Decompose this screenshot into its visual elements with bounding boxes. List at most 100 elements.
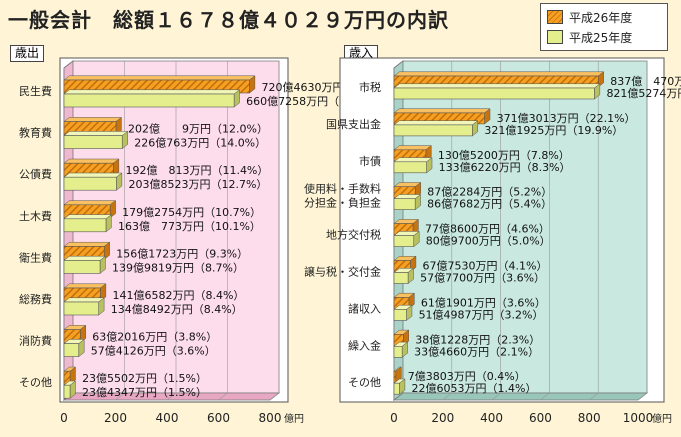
data-label-revenue-1-2: 133億6220万円（8.3%） — [439, 161, 571, 174]
data-label-expenditure-1-6: 57億4126万円（3.6%） — [91, 345, 216, 358]
category-label-line: 国県支出金 — [326, 117, 381, 131]
data-label-revenue-0-7: 38億1228万円（2.3%） — [415, 333, 540, 346]
category-label-line: 分担金・負担金 — [304, 196, 381, 210]
x-tick-label-revenue-0: 0 — [390, 411, 398, 425]
gridline-floor-revenue-5 — [637, 392, 648, 401]
bar-top-expenditure-0-4 — [63, 241, 111, 247]
x-tick-label-revenue-2: 400 — [480, 411, 503, 425]
data-label-expenditure-0-3: 179億2754万円（10.7%） — [122, 206, 261, 219]
category-label-expenditure-2: 公債費 — [19, 167, 52, 181]
bar-top-revenue-0-0 — [393, 71, 605, 77]
x-tick-label-expenditure-4: 800 — [259, 411, 282, 425]
category-label-line: 公債費 — [19, 167, 52, 181]
gridline-floor-revenue-1 — [442, 392, 452, 401]
category-label-expenditure-5: 総務費 — [19, 292, 52, 306]
bar-top-expenditure-1-4 — [63, 255, 107, 261]
category-label-line: 総務費 — [19, 292, 52, 306]
bar-revenue-1-3 — [393, 198, 416, 210]
category-label-revenue-8: その他 — [348, 376, 381, 389]
data-label-revenue-0-2: 130億5200万円（7.8%） — [438, 149, 570, 162]
data-label-revenue-1-1: 321億1925万円（19.9%） — [484, 124, 623, 137]
bar-expenditure-1-7 — [63, 384, 71, 399]
bar-revenue-1-7 — [393, 345, 403, 358]
data-label-expenditure-0-6: 63億2016万円（3.8%） — [92, 331, 217, 344]
gridline-floor-expenditure-3 — [218, 392, 228, 401]
legend-label-h25: 平成25年度 — [569, 30, 633, 45]
category-label-revenue-1: 国県支出金 — [326, 117, 381, 131]
gridline-floor-revenue-4 — [589, 392, 599, 401]
bar-top-revenue-1-2 — [393, 157, 433, 163]
category-label-line: 土木費 — [19, 209, 52, 223]
data-label-revenue-0-1: 371億3013万円（22.1%） — [497, 112, 636, 125]
data-label-expenditure-1-2: 203億8523万円（12.7%） — [128, 178, 267, 191]
bar-top-expenditure-1-2 — [63, 172, 123, 178]
bar-revenue-1-0 — [393, 87, 595, 100]
bar-expenditure-1-2 — [63, 176, 117, 191]
bar-expenditure-1-4 — [63, 260, 101, 274]
category-label-revenue-6: 諸収入 — [348, 301, 381, 315]
category-label-revenue-3: 使用料・手数料分担金・負担金 — [304, 182, 381, 210]
x-tick-label-expenditure-3: 600 — [207, 411, 230, 425]
bar-top-revenue-1-1 — [393, 120, 479, 126]
x-unit-label-revenue: 億円 — [652, 412, 672, 425]
data-label-expenditure-0-1: 202億 9万円（12.0%） — [128, 123, 268, 136]
data-label-expenditure-0-2: 192億 813万円（11.4%） — [125, 164, 268, 177]
bar-top-revenue-1-0 — [393, 83, 601, 89]
category-label-line: 地方交付税 — [326, 228, 381, 242]
x-unit-label-expenditure: 億円 — [284, 412, 304, 425]
data-label-revenue-0-8: 7億3803万円（0.4%） — [408, 370, 526, 383]
bar-expenditure-1-6 — [63, 343, 80, 357]
bar-revenue-1-1 — [393, 124, 473, 137]
x-tick-label-revenue-5: 1000 — [623, 411, 654, 425]
x-tick-label-expenditure-0: 0 — [60, 411, 68, 425]
bar-revenue-1-2 — [393, 161, 427, 174]
legend-swatch-h25 — [547, 30, 563, 44]
data-label-revenue-0-4: 77億8600万円（4.6%） — [425, 223, 550, 236]
bar-top-expenditure-0-5 — [63, 283, 107, 289]
data-label-expenditure-0-5: 141億6582万円（8.4%） — [112, 289, 244, 302]
category-label-expenditure-3: 土木費 — [19, 209, 52, 223]
category-label-line: 消防費 — [19, 334, 52, 348]
x-tick-label-revenue-1: 200 — [431, 411, 454, 425]
x-tick-label-expenditure-2: 400 — [156, 411, 179, 425]
category-label-line: 諸収入 — [348, 301, 381, 315]
category-label-expenditure-6: 消防費 — [19, 334, 52, 348]
data-label-revenue-0-3: 87億2284万円（5.2%） — [427, 186, 552, 199]
category-label-revenue-2: 市債 — [359, 154, 381, 168]
data-label-revenue-1-5: 57億7700万円（3.6%） — [420, 272, 545, 285]
legend-swatch-h26 — [547, 10, 563, 24]
x-tick-label-revenue-3: 600 — [529, 411, 552, 425]
category-label-revenue-0: 市税 — [359, 80, 381, 94]
bar-top-expenditure-1-3 — [63, 214, 113, 220]
data-label-revenue-1-8: 22億6053万円（1.4%） — [412, 382, 537, 395]
panel-label-expenditure: 歳出 — [10, 45, 45, 62]
data-label-revenue-1-3: 86億7682万円（5.4%） — [427, 198, 552, 211]
bar-top-revenue-0-2 — [393, 145, 432, 151]
legend-label-h26: 平成26年度 — [569, 10, 633, 25]
category-label-line: 民生費 — [19, 84, 52, 98]
category-label-line: 市税 — [359, 80, 381, 94]
category-label-line: その他 — [19, 376, 52, 389]
category-label-expenditure-0: 民生費 — [19, 84, 52, 98]
bar-top-expenditure-1-5 — [63, 297, 105, 303]
category-label-revenue-5: 譲与税・交付金 — [304, 265, 381, 279]
category-label-line: 衛生費 — [19, 250, 52, 264]
bar-top-expenditure-0-2 — [63, 158, 120, 164]
data-label-expenditure-1-3: 163億 773万円（10.1%） — [118, 220, 261, 233]
bar-top-expenditure-0-0 — [63, 75, 256, 81]
category-label-line: 市債 — [359, 154, 381, 168]
data-label-revenue-1-7: 33億4660万円（2.1%） — [414, 345, 539, 358]
bar-top-expenditure-0-1 — [63, 117, 123, 122]
gridline-floor-expenditure-1 — [115, 392, 125, 401]
bar-expenditure-1-0 — [63, 93, 235, 108]
data-label-revenue-0-0: 837億 470万円（49.9%） — [610, 75, 681, 88]
data-label-revenue-0-5: 67億7530万円（4.1%） — [423, 260, 548, 273]
category-label-line: 使用料・手数料 — [304, 182, 381, 196]
category-label-expenditure-7: その他 — [19, 376, 52, 389]
data-label-expenditure-1-1: 226億763万円（14.0%） — [134, 137, 266, 150]
category-label-expenditure-1: 教育費 — [19, 126, 52, 140]
bar-revenue-0-8 — [393, 370, 397, 383]
category-label-line: その他 — [348, 376, 381, 389]
data-label-expenditure-1-4: 139億9819万円（8.7%） — [112, 261, 244, 274]
gridline-floor-revenue-3 — [540, 392, 550, 401]
